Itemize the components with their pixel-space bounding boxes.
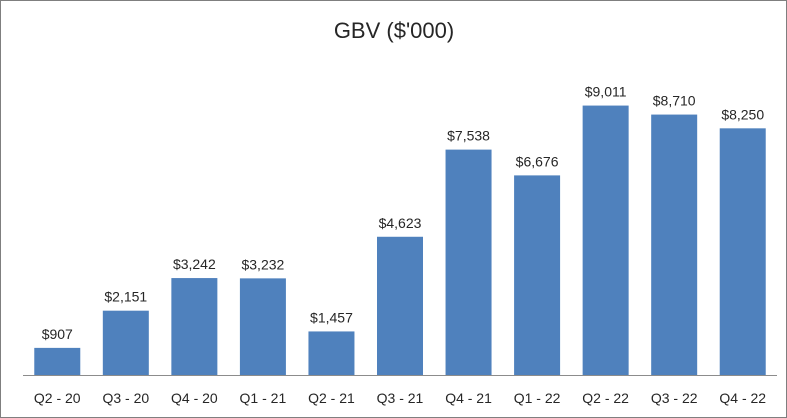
data-label: $8,250 bbox=[721, 106, 764, 122]
bar-q3-20 bbox=[102, 310, 149, 375]
bar-q2-21 bbox=[308, 331, 355, 375]
x-tick-label: Q2 - 22 bbox=[582, 390, 629, 406]
x-tick-label: Q1 - 22 bbox=[514, 390, 561, 406]
data-label: $4,623 bbox=[379, 215, 422, 231]
x-tick-label: Q4 - 22 bbox=[719, 390, 766, 406]
data-label: $6,676 bbox=[516, 153, 559, 169]
x-tick-label: Q2 - 21 bbox=[308, 390, 355, 406]
bar-q4-22 bbox=[719, 128, 766, 375]
data-label: $2,151 bbox=[104, 289, 147, 305]
data-label: $907 bbox=[42, 326, 73, 342]
x-tick-label: Q4 - 21 bbox=[445, 390, 492, 406]
bar-q1-22 bbox=[514, 175, 561, 375]
x-tick-label: Q1 - 21 bbox=[240, 390, 287, 406]
data-label: $8,710 bbox=[653, 93, 696, 109]
bar-q1-21 bbox=[239, 278, 286, 375]
x-tick-label: Q4 - 20 bbox=[171, 390, 218, 406]
bar-q2-20 bbox=[34, 347, 81, 375]
data-label: $3,242 bbox=[173, 256, 216, 272]
data-label: $3,232 bbox=[241, 256, 284, 272]
x-tick-label: Q3 - 22 bbox=[651, 390, 698, 406]
data-label: $7,538 bbox=[447, 128, 490, 144]
data-label: $1,457 bbox=[310, 309, 353, 325]
x-tick-label: Q3 - 21 bbox=[377, 390, 424, 406]
data-labels-group: $907 $2,151 $3,242 $3,232 $1,457 $4,623 $7,538… bbox=[42, 84, 765, 342]
x-tick-label: Q3 - 20 bbox=[102, 390, 149, 406]
chart-title: GBV ($'000) bbox=[334, 18, 454, 43]
x-tick-label: Q2 - 20 bbox=[34, 390, 81, 406]
bar-q4-21 bbox=[445, 149, 492, 375]
data-label: $9,011 bbox=[585, 84, 627, 100]
bar-q3-22 bbox=[651, 114, 698, 376]
bars-group bbox=[34, 105, 766, 376]
bar-q2-22 bbox=[582, 105, 629, 375]
bar-q4-20 bbox=[171, 278, 218, 375]
bar-q3-21 bbox=[377, 236, 423, 375]
x-tick-labels-group: Q2 - 20 Q3 - 20 Q4 - 20 Q1 - 21 Q2 - 21 Q3 - … bbox=[34, 390, 766, 406]
